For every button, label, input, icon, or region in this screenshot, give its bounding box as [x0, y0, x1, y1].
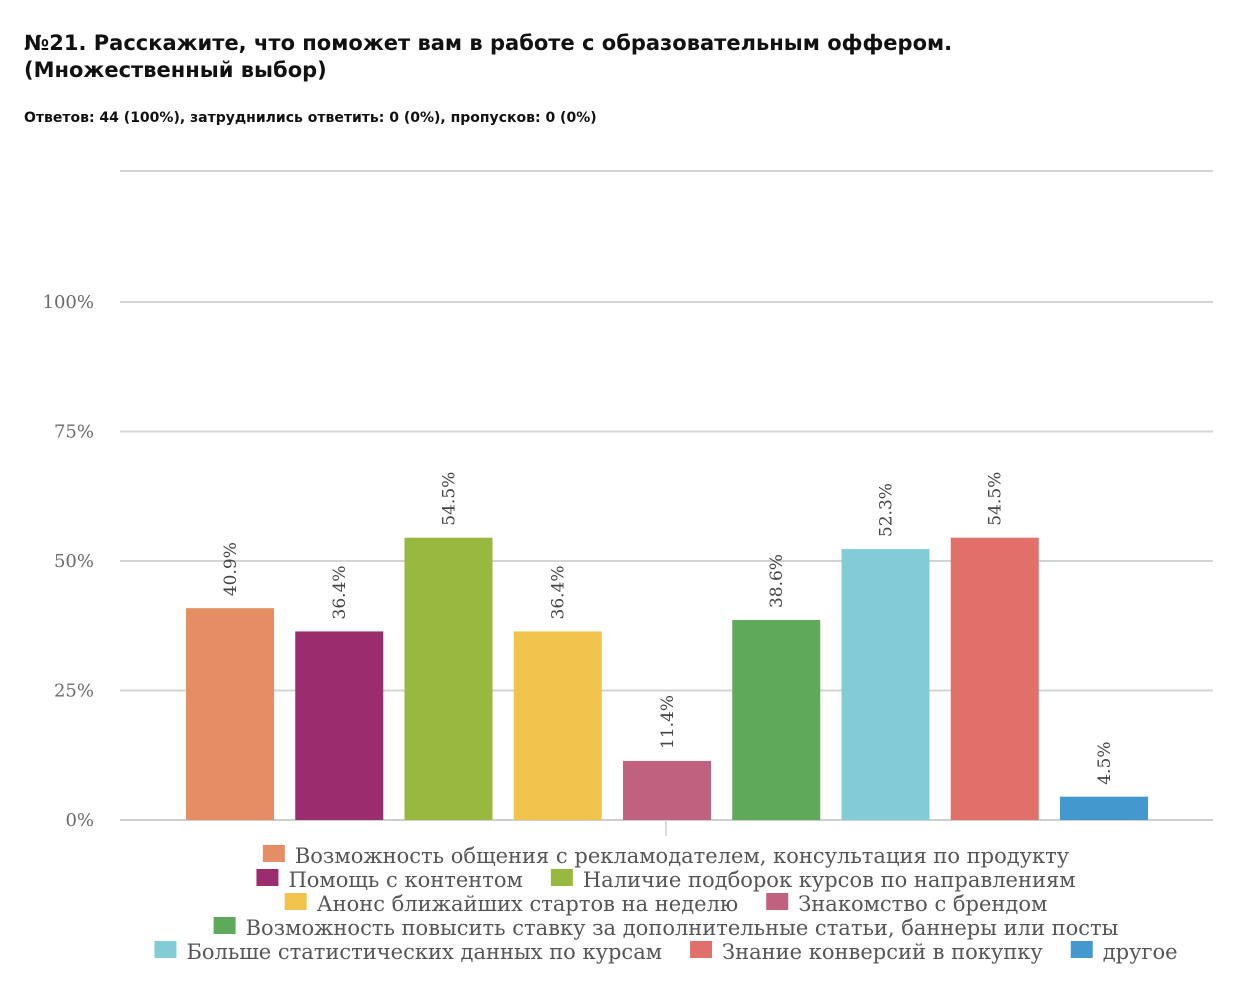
y-tick-label: 100% [43, 292, 94, 313]
bar [404, 537, 493, 820]
bar [841, 549, 930, 820]
y-tick-label: 75% [54, 422, 94, 443]
legend-swatch [766, 893, 789, 910]
legend-label: Возможность повысить ставку за дополните… [246, 916, 1119, 940]
bar-value-label: 54.5% [440, 472, 460, 526]
legend-swatch [1070, 941, 1093, 958]
question-title: №21. Расскажите, что поможет вам в работ… [24, 30, 1224, 84]
bar-value-label: 4.5% [1095, 741, 1115, 784]
legend-label: Возможность общения с рекламодателем, ко… [295, 844, 1070, 868]
bar-value-labels: 40.9% 36.4% 54.5% 36.4% 11.4% 38.6% 52.3% 54.5%… [221, 472, 1115, 785]
y-axis-ticks: 0% 25% 50% 75% 100% [43, 292, 94, 831]
bar [1060, 796, 1148, 820]
legend-swatch [690, 941, 713, 958]
legend-swatch [262, 845, 285, 862]
bar-value-label: 38.6% [767, 554, 787, 608]
bar [623, 760, 711, 820]
legend-label: Знание конверсий в покупку [722, 940, 1043, 964]
bar-value-label: 52.3% [877, 483, 897, 537]
bar-value-label: 54.5% [986, 472, 1006, 526]
bar-value-label: 40.9% [221, 542, 241, 596]
legend-swatch [256, 869, 279, 886]
legend-label: Больше статистических данных по курсам [186, 940, 662, 964]
legend-swatch [213, 917, 236, 934]
legend-label: другое [1103, 940, 1178, 964]
legend-swatch [550, 869, 573, 886]
legend-label: Наличие подборок курсов по направлениям [583, 868, 1076, 892]
legend-swatch [154, 941, 177, 958]
legend-label: Помощь с контентом [288, 868, 522, 892]
legend-label: Анонс ближайших стартов на неделю [317, 892, 739, 916]
legend-label: Знакомство с брендом [798, 892, 1047, 916]
y-tick-label: 25% [54, 681, 94, 702]
legend-swatch [284, 893, 307, 910]
question-title-line-2: (Множественный выбор) [24, 58, 327, 82]
bar-value-label: 36.4% [330, 565, 350, 619]
bar [732, 620, 821, 820]
legend: Возможность общения с рекламодателем, ко… [154, 844, 1178, 964]
question-title-line-1: №21. Расскажите, что поможет вам в работ… [24, 31, 953, 55]
bar [513, 631, 602, 820]
bar [186, 608, 274, 820]
bar [295, 631, 384, 820]
bars [186, 537, 1148, 820]
y-tick-label: 0% [65, 810, 94, 831]
y-tick-label: 50% [54, 551, 94, 572]
bar-value-label: 11.4% [658, 695, 678, 749]
bar-value-label: 36.4% [549, 565, 569, 619]
bar [950, 537, 1039, 820]
response-stats: Ответов: 44 (100%), затруднились ответит… [24, 110, 597, 126]
